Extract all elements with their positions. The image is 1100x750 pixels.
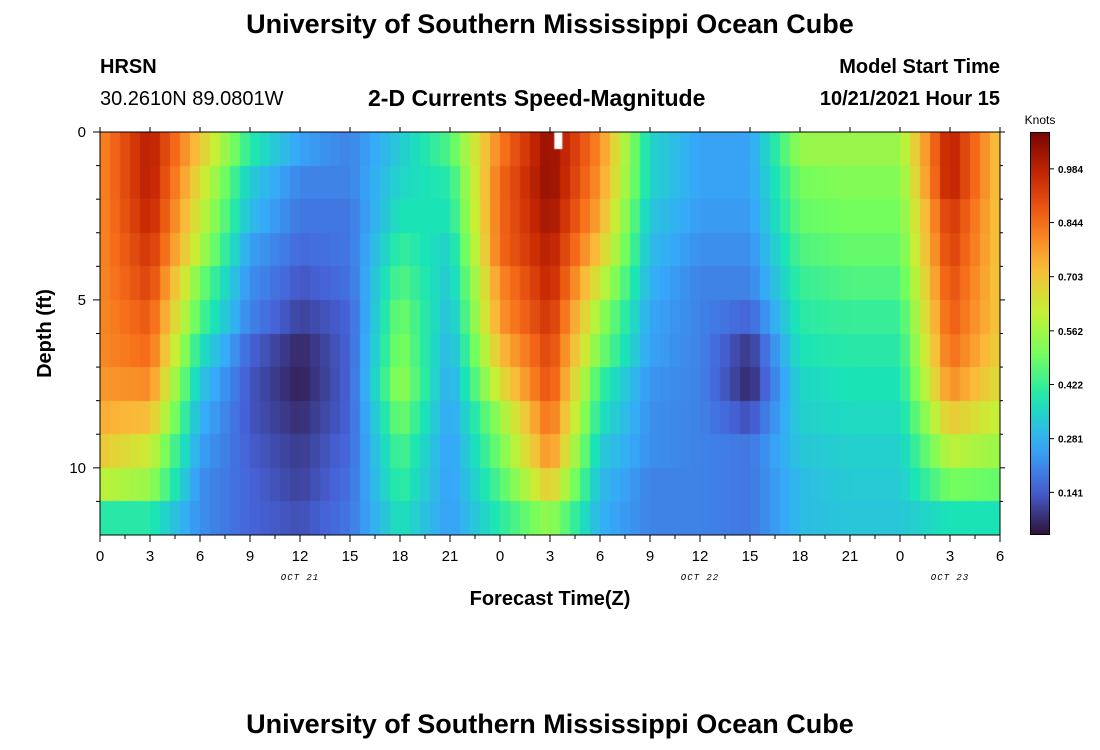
x-tick-label: 6 <box>996 548 1004 565</box>
x-tick-label: 12 <box>692 548 709 565</box>
x-tick-label: 15 <box>742 548 759 565</box>
x-tick-label: 0 <box>96 548 104 565</box>
x-tick-label: 9 <box>646 548 654 565</box>
station-id: HRSN <box>100 56 157 78</box>
colorbar-tick-label: 0.703 <box>1058 273 1083 284</box>
x-tick-label: 0 <box>496 548 504 565</box>
y-tick-label: 0 <box>78 124 86 141</box>
speed-heatmap <box>100 132 1000 535</box>
colorbar <box>1030 132 1050 535</box>
x-tick-label: 15 <box>342 548 359 565</box>
date-label: OCT 21 <box>281 573 319 583</box>
chart-subtitle: 2-D Currents Speed-Magnitude <box>368 85 706 111</box>
date-label: OCT 22 <box>681 573 719 583</box>
colorbar-tick-label: 0.984 <box>1058 165 1083 176</box>
x-tick-label: 21 <box>842 548 859 565</box>
model-start-label: Model Start Time <box>839 56 1000 78</box>
colorbar-tick-label: 0.422 <box>1058 381 1083 392</box>
y-tick-label: 5 <box>78 292 86 309</box>
model-start-value: 10/21/2021 Hour 15 <box>819 88 1000 110</box>
date-label: OCT 23 <box>931 573 969 583</box>
x-tick-label: 12 <box>292 548 309 565</box>
x-tick-label: 3 <box>546 548 554 565</box>
x-tick-label: 3 <box>146 548 154 565</box>
footer-title: University of Southern Mississippi Ocean… <box>246 709 854 739</box>
station-coordinates: 30.2610N 89.0801W <box>100 88 284 110</box>
plot-frame <box>99 131 1001 536</box>
x-axis-title: Forecast Time(Z) <box>470 588 631 610</box>
x-tick-label: 21 <box>442 548 459 565</box>
x-tick-label: 18 <box>792 548 809 565</box>
colorbar-title: Knots <box>1025 113 1056 127</box>
colorbar-tick-label: 0.844 <box>1058 219 1083 230</box>
x-tick-label: 0 <box>896 548 904 565</box>
x-tick-label: 6 <box>196 548 204 565</box>
colorbar-tick-label: 0.562 <box>1058 327 1083 338</box>
y-axis-title: Depth (ft) <box>34 289 56 378</box>
x-tick-label: 6 <box>596 548 604 565</box>
colorbar-tick-label: 0.281 <box>1058 435 1083 446</box>
page-title: University of Southern Mississippi Ocean… <box>246 9 854 39</box>
colorbar-tick-label: 0.141 <box>1058 488 1083 499</box>
y-tick-label: 10 <box>69 460 86 477</box>
x-tick-label: 18 <box>392 548 409 565</box>
x-tick-label: 3 <box>946 548 954 565</box>
x-tick-label: 9 <box>246 548 254 565</box>
